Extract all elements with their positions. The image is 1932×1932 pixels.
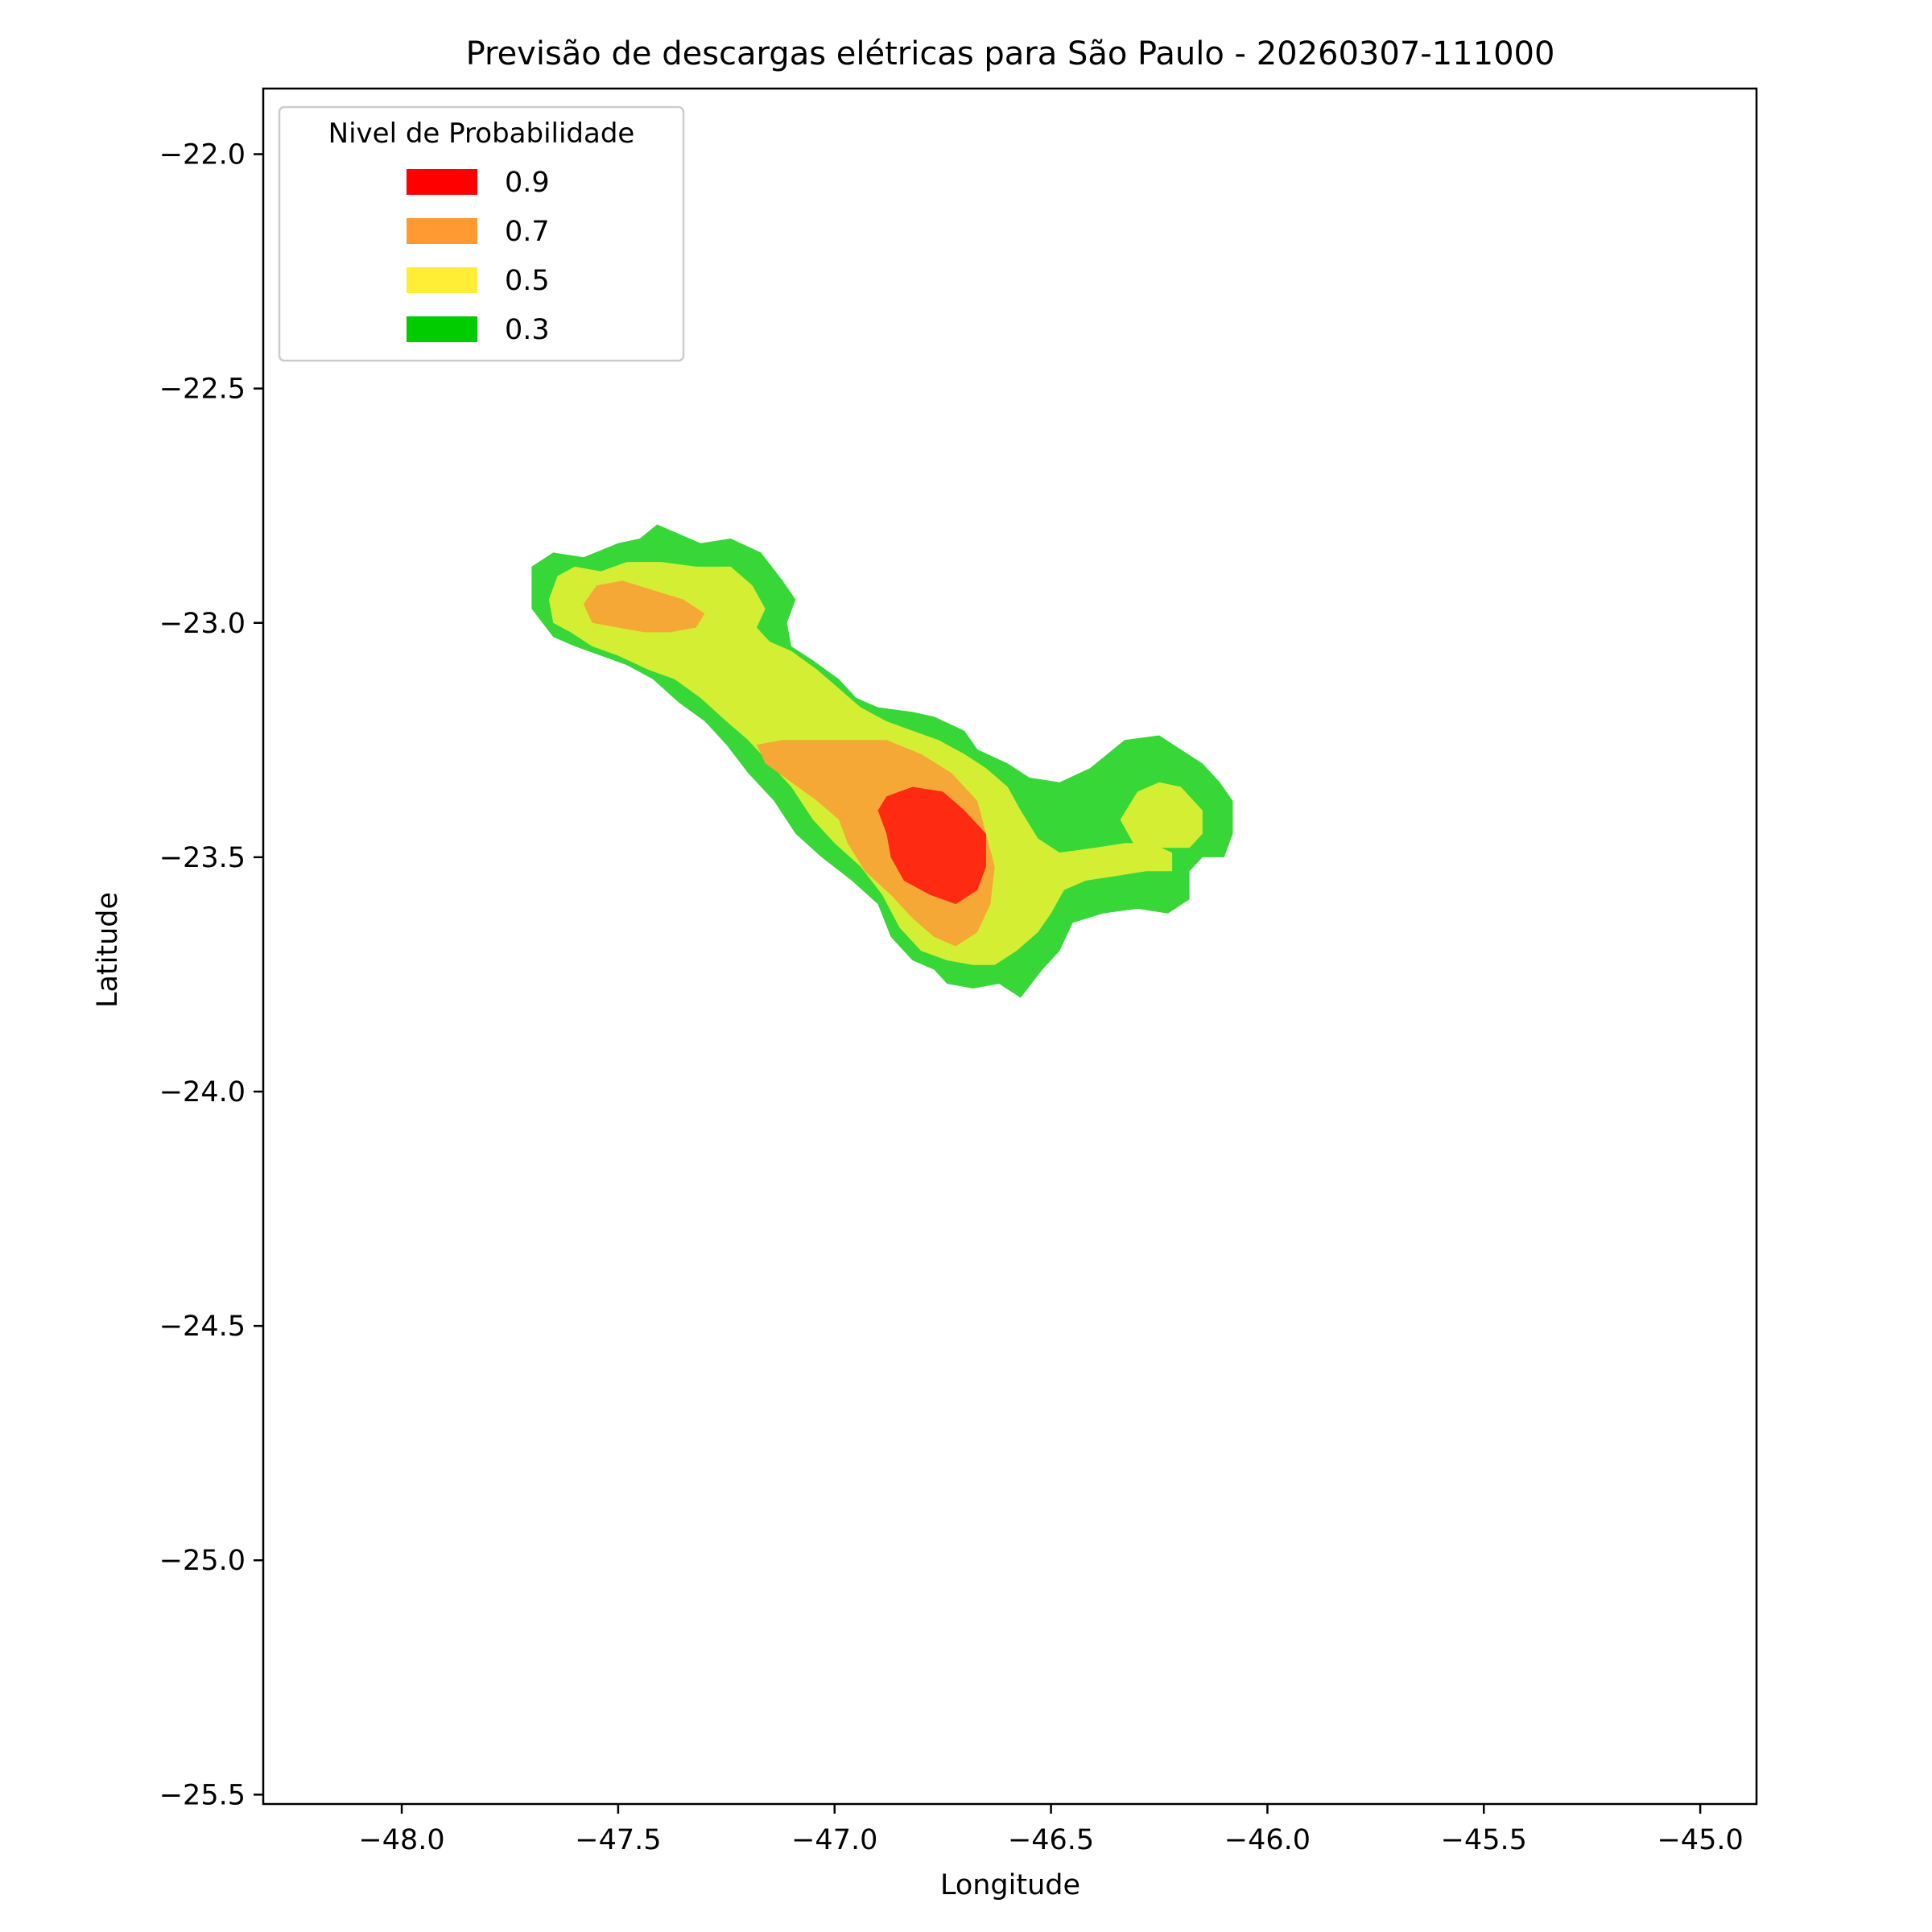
y-tick-label: −24.5	[159, 1311, 246, 1343]
x-tick-label: −48.0	[358, 1824, 444, 1856]
y-tick-label: −22.5	[159, 374, 246, 406]
x-axis-ticks: −48.0 −47.5 −47.0 −46.5 −46.0 −45.5 −45.0	[358, 1804, 1744, 1856]
legend-swatch	[407, 169, 477, 195]
legend-swatch	[407, 316, 477, 342]
x-tick-label: −46.0	[1224, 1824, 1311, 1856]
x-tick-label: −46.5	[1008, 1824, 1094, 1856]
contour-level-0-9-region-1	[877, 786, 986, 905]
y-tick-label: −24.0	[159, 1076, 246, 1108]
x-tick-label: −45.5	[1441, 1824, 1527, 1856]
legend: Nivel de Probabilidade 0.9 0.7 0.5 0.3	[278, 105, 685, 362]
legend-entry-label: 0.7	[505, 216, 550, 248]
x-tick-label: −45.0	[1657, 1824, 1743, 1856]
y-axis-label: Latitude	[92, 892, 124, 1008]
x-tick-label: −47.0	[791, 1824, 877, 1856]
plot-area	[262, 87, 1758, 1806]
y-tick-label: −25.0	[159, 1545, 246, 1577]
y-tick-label: −25.5	[159, 1779, 246, 1811]
legend-entry-label: 0.5	[505, 265, 550, 297]
plot-frame	[262, 87, 1758, 1806]
contour-level-0-5-region-2	[1120, 782, 1203, 848]
y-tick-label: −23.0	[159, 608, 246, 640]
legend-box	[278, 105, 685, 362]
y-tick-label: −23.5	[159, 842, 246, 874]
chart-title: Previsão de descargas elétricas para São…	[466, 35, 1555, 72]
legend-swatch	[407, 267, 477, 293]
legend-entry-label: 0.3	[505, 314, 550, 346]
y-tick-label: −22.0	[159, 139, 246, 171]
contour-fills	[531, 524, 1233, 998]
legend-swatch	[407, 218, 477, 244]
legend-title: Nivel de Probabilidade	[328, 118, 635, 150]
legend-entry-label: 0.9	[505, 167, 550, 199]
x-tick-label: −47.5	[575, 1824, 661, 1856]
legend-entries: 0.9 0.7 0.5 0.3	[407, 167, 550, 346]
y-axis-ticks: −22.0 −22.5 −23.0 −23.5 −24.0 −24.5 −25.0 −25.5	[159, 139, 263, 1811]
x-axis-label: Longitude	[940, 1869, 1080, 1901]
contour-level-0-7-region-1	[583, 580, 705, 633]
